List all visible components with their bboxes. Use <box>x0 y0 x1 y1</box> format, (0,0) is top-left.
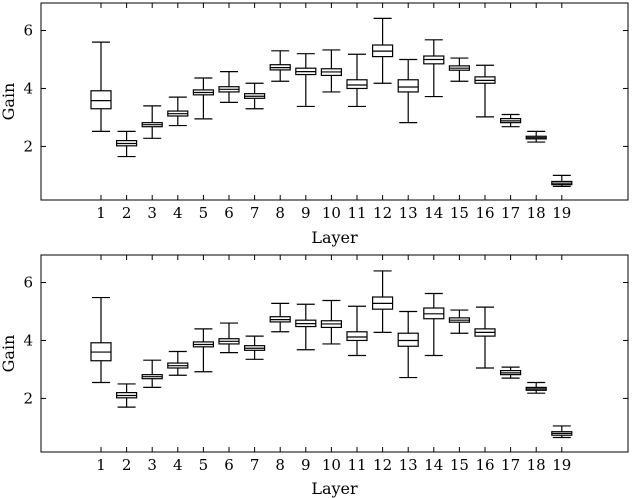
y-tick-label: 4 <box>23 79 33 97</box>
x-tick-label: 6 <box>224 204 234 222</box>
x-tick-label: 10 <box>322 204 341 222</box>
iqr-box <box>90 90 112 110</box>
iqr-box <box>346 79 368 90</box>
x-tick-label: 14 <box>424 204 443 222</box>
box-layer-7: 7 <box>244 255 266 474</box>
iqr-box <box>397 79 419 93</box>
box-layer-10: 10 <box>320 3 342 222</box>
box-layer-11: 11 <box>346 3 368 222</box>
x-axis-label: Layer <box>311 479 358 498</box>
box-layer-16: 16 <box>474 3 496 222</box>
x-tick-label: 18 <box>527 456 546 474</box>
x-tick-label: 11 <box>347 456 366 474</box>
box-layer-15: 15 <box>448 255 470 474</box>
box-layer-4: 4 <box>167 255 189 474</box>
y-axis-label: Gain <box>0 83 18 121</box>
x-tick-label: 17 <box>501 204 520 222</box>
x-tick-label: 4 <box>173 204 183 222</box>
box-layer-12: 12 <box>372 255 394 474</box>
box-layer-12: 12 <box>372 3 394 222</box>
x-tick-label: 19 <box>552 456 571 474</box>
box-layer-17: 17 <box>500 255 522 474</box>
x-tick-label: 16 <box>475 456 494 474</box>
y-tick-label: 6 <box>23 274 33 292</box>
box-layer-10: 10 <box>320 255 342 474</box>
x-tick-label: 15 <box>450 456 469 474</box>
x-tick-label: 5 <box>199 456 209 474</box>
box-layer-1: 1 <box>90 255 112 474</box>
box-layer-13: 13 <box>397 255 419 474</box>
box-layer-8: 8 <box>269 3 291 222</box>
x-tick-label: 8 <box>275 456 285 474</box>
x-tick-label: 15 <box>450 204 469 222</box>
x-tick-label: 6 <box>224 456 234 474</box>
box-layer-19: 19 <box>551 255 573 474</box>
box-layer-14: 14 <box>423 255 445 474</box>
x-tick-label: 19 <box>552 204 571 222</box>
x-tick-label: 2 <box>122 456 132 474</box>
x-tick-label: 8 <box>275 204 285 222</box>
x-tick-label: 13 <box>399 204 418 222</box>
x-tick-label: 7 <box>250 456 260 474</box>
y-tick-label: 6 <box>23 22 33 40</box>
x-tick-label: 18 <box>527 204 546 222</box>
x-tick-label: 1 <box>96 456 106 474</box>
box-layer-2: 2 <box>115 3 138 222</box>
iqr-box <box>346 331 368 342</box>
box-layer-18: 18 <box>525 255 547 474</box>
x-tick-label: 9 <box>301 456 311 474</box>
x-tick-label: 2 <box>122 204 132 222</box>
plot-frame <box>40 254 629 453</box>
box-layer-18: 18 <box>525 3 547 222</box>
box-layer-1: 1 <box>90 3 112 222</box>
x-tick-label: 3 <box>147 204 157 222</box>
box-layer-16: 16 <box>474 255 496 474</box>
x-tick-label: 9 <box>301 204 311 222</box>
box-layer-3: 3 <box>141 255 163 474</box>
x-tick-label: 3 <box>147 456 157 474</box>
x-tick-label: 12 <box>373 204 392 222</box>
box-layer-2: 2 <box>115 255 138 474</box>
box-layer-11: 11 <box>346 255 368 474</box>
box-layer-5: 5 <box>192 3 214 222</box>
y-tick-label: 2 <box>23 137 33 155</box>
x-tick-label: 16 <box>475 204 494 222</box>
x-tick-label: 17 <box>501 456 520 474</box>
box-layer-15: 15 <box>448 3 470 222</box>
x-tick-label: 13 <box>399 456 418 474</box>
x-tick-label: 1 <box>96 204 106 222</box>
box-layer-7: 7 <box>244 3 266 222</box>
box-layer-8: 8 <box>269 255 291 474</box>
iqr-box <box>397 332 419 347</box>
box-layer-4: 4 <box>167 3 189 222</box>
y-tick-label: 4 <box>23 331 33 349</box>
box-layer-6: 6 <box>218 3 240 222</box>
box-layer-6: 6 <box>218 255 240 474</box>
x-tick-label: 10 <box>322 456 341 474</box>
x-tick-label: 4 <box>173 456 183 474</box>
x-tick-label: 7 <box>250 204 260 222</box>
box-layer-5: 5 <box>192 255 214 474</box>
box-layer-14: 14 <box>423 3 445 222</box>
box-layer-9: 9 <box>295 3 317 222</box>
y-axis-label: Gain <box>0 335 18 373</box>
plot-frame <box>40 2 629 201</box>
box-layer-9: 9 <box>295 255 317 474</box>
box-layer-17: 17 <box>500 3 522 222</box>
x-tick-label: 11 <box>347 204 366 222</box>
x-tick-label: 12 <box>373 456 392 474</box>
box-layer-3: 3 <box>141 3 163 222</box>
box-layer-13: 13 <box>397 3 419 222</box>
box-layer-19: 19 <box>551 3 573 222</box>
y-tick-label: 2 <box>23 389 33 407</box>
x-axis-label: Layer <box>311 228 358 247</box>
x-tick-label: 5 <box>199 204 209 222</box>
x-tick-label: 14 <box>424 456 443 474</box>
